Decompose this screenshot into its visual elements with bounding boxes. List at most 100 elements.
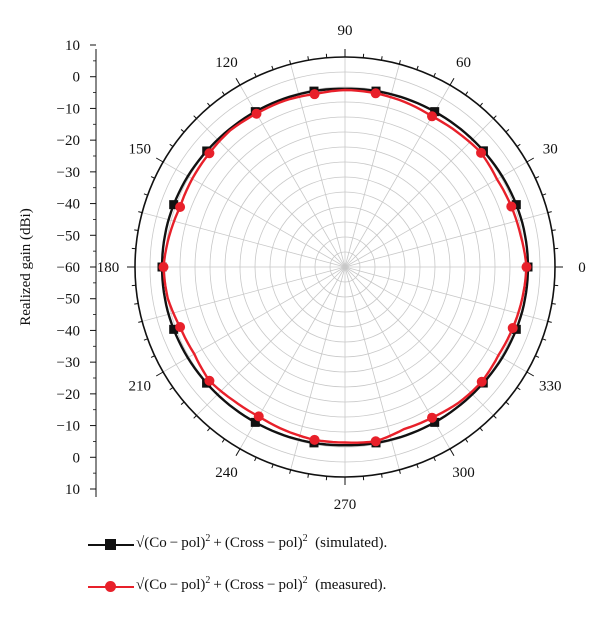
polar-chart: 0 30 60 90 120 150 180 210 240 270 300 330 10 0 −10 −20… (18, 23, 586, 513)
angle-tick (449, 77, 455, 86)
angle-label: 270 (334, 497, 357, 513)
legend-item-measured: √(Co − pol)2 + (Cross − pol)2 (measured)… (88, 572, 588, 602)
angle-tick (493, 415, 497, 419)
point-measured (175, 201, 186, 212)
angle-tick (416, 464, 419, 469)
point-simulated (511, 200, 521, 210)
angle-tick (289, 469, 292, 474)
angle-tick (535, 355, 540, 358)
angle-tick (416, 65, 419, 70)
grid-spoke (344, 212, 548, 268)
grid-spoke (196, 118, 346, 268)
angle-tick (235, 77, 241, 86)
point-measured (309, 434, 320, 445)
point-measured (251, 108, 262, 119)
formula-part-b: + (Cross − pol) (210, 535, 303, 551)
radial-tick-label: −50 (57, 228, 80, 244)
grid-spoke (344, 266, 528, 373)
angle-tick (551, 229, 556, 232)
grid-spoke (162, 161, 346, 268)
point-measured (309, 89, 320, 100)
angle-tick (155, 157, 164, 163)
radial-tick-label: 0 (73, 70, 81, 86)
angle-tick (516, 143, 521, 147)
y-axis-label: Realized gain (dBi) (18, 208, 34, 325)
angle-tick (542, 193, 547, 196)
angle-tick (235, 448, 241, 457)
legend-note: (simulated). (315, 535, 388, 551)
angle-tick (193, 415, 197, 419)
formula-part-a: √(Co − pol) (136, 577, 206, 593)
angle-label: 90 (338, 23, 353, 39)
point-simulated (169, 200, 179, 210)
point-measured (175, 322, 186, 333)
point-measured (158, 262, 169, 272)
formula-part-a: √(Co − pol) (136, 535, 206, 551)
angle-tick (254, 72, 257, 77)
legend-item-simulated: √(Co − pol)2 + (Cross − pol)2 (simulated… (88, 530, 588, 560)
grid-spoke (344, 161, 528, 268)
angle-tick (307, 56, 310, 61)
angle-tick (551, 302, 556, 305)
circle-marker-icon (105, 581, 116, 592)
angle-tick (289, 60, 292, 65)
angle-tick (526, 371, 535, 377)
angle-tick (143, 338, 148, 341)
radial-tick-label: 0 (73, 450, 81, 466)
angle-tick (150, 176, 155, 179)
point-measured (506, 201, 517, 212)
square-marker-icon (105, 539, 116, 550)
angle-label: 300 (452, 465, 475, 481)
angle-tick (380, 473, 383, 478)
grid-spoke (290, 64, 346, 268)
angle-tick (271, 65, 274, 70)
grid-spoke (142, 212, 346, 268)
angle-tick (207, 102, 211, 107)
point-measured (507, 323, 518, 334)
angle-label: 120 (215, 55, 238, 71)
angle-tick (207, 427, 211, 432)
angle-label: 240 (215, 465, 238, 481)
radial-tick-label: −60 (57, 260, 80, 276)
radial-tick-label: −40 (57, 197, 80, 213)
point-simulated (169, 324, 179, 334)
point-measured (476, 147, 487, 158)
grid-spoke (196, 266, 346, 416)
point-measured (476, 376, 487, 387)
angle-tick (479, 102, 483, 107)
exponent: 2 (302, 575, 308, 586)
angle-tick (398, 60, 401, 65)
angle-tick (155, 371, 164, 377)
angle-tick (465, 91, 469, 96)
point-measured (521, 262, 532, 272)
point-simulated (430, 107, 440, 117)
angle-tick (221, 438, 225, 443)
point-measured (370, 88, 381, 99)
angle-tick (433, 72, 436, 77)
angle-tick (138, 320, 143, 323)
angle-tick (143, 193, 148, 196)
angle-tick (465, 438, 469, 443)
angle-tick (493, 115, 497, 119)
radial-tick-label: −10 (57, 101, 80, 117)
grid-spoke (162, 266, 346, 373)
angle-label: 180 (97, 260, 120, 276)
angle-tick (398, 469, 401, 474)
grid-spoke (344, 266, 494, 416)
radial-tick-label: 10 (65, 482, 80, 498)
exponent: 2 (205, 575, 211, 586)
legend-label-measured: √(Co − pol)2 + (Cross − pol)2 (measured)… (136, 575, 386, 594)
radial-tick-label: −40 (57, 323, 80, 339)
angle-tick (134, 229, 139, 232)
formula-part-b: + (Cross − pol) (210, 577, 303, 593)
angle-label: 0 (578, 260, 586, 276)
point-measured (427, 111, 437, 122)
angle-tick (254, 457, 257, 462)
radial-tick-label: −20 (57, 387, 80, 403)
radial-tick-label: −30 (57, 355, 80, 371)
radial-tick-label: −50 (57, 292, 80, 308)
angle-tick (526, 157, 535, 163)
point-simulated (430, 417, 440, 427)
angle-label: 30 (543, 142, 558, 158)
angle-tick (547, 320, 552, 323)
